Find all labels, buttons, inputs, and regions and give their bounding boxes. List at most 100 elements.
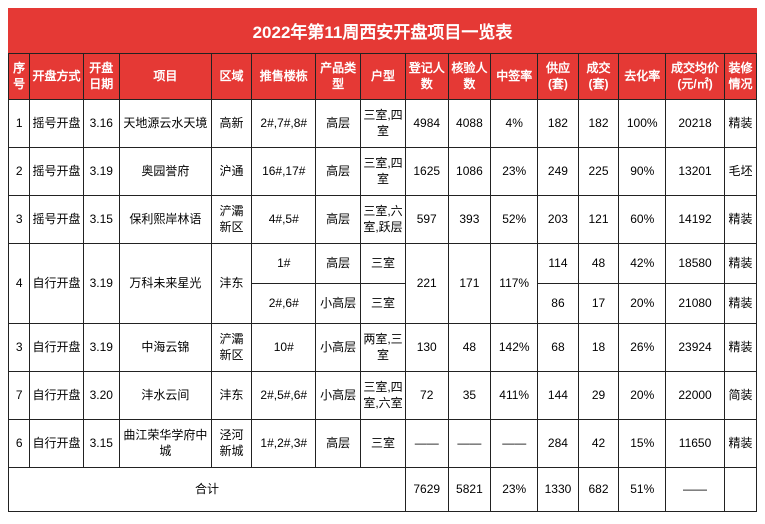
cell: 14192 [666,196,725,244]
cell: 2#,7#,8# [252,100,316,148]
cell: 225 [578,148,619,196]
cell: 4088 [448,100,491,148]
cell: 自行开盘 [30,244,83,324]
cell: 42 [578,420,619,468]
cell: 284 [538,420,579,468]
cell: 90% [619,148,666,196]
cell: 浐灞新区 [211,196,252,244]
cell: 三室 [361,420,406,468]
cell: 142% [491,324,538,372]
cell: 三室,四室 [361,100,406,148]
cell: 144 [538,372,579,420]
cell: 130 [405,324,448,372]
col-header: 推售楼栋 [252,54,316,100]
col-header: 中签率 [491,54,538,100]
cell: 60% [619,196,666,244]
cell: 奥园誉府 [119,148,211,196]
cell: 22000 [666,372,725,420]
cell: 682 [578,468,619,512]
cell: 171 [448,244,491,324]
cell: 51% [619,468,666,512]
col-header: 去化率 [619,54,666,100]
cell: 20% [619,284,666,324]
cell: 精装 [724,420,756,468]
cell: 摇号开盘 [30,100,83,148]
cell: —— [666,468,725,512]
cell: 20218 [666,100,725,148]
col-header: 户型 [361,54,406,100]
summary-row: 合计7629582123%133068251%—— [9,468,757,512]
cell: 高层 [316,196,361,244]
cell: 121 [578,196,619,244]
cell: 曲江荣华学府中城 [119,420,211,468]
col-header: 成交均价(元/㎡) [666,54,725,100]
table-row: 7自行开盘3.20沣水云间沣东2#,5#,6#小高层三室,四室,六室723541… [9,372,757,420]
col-header: 产品类型 [316,54,361,100]
cell: 三室,六室,跃层 [361,196,406,244]
table-row: 4自行开盘3.19万科未来星光沣东1#高层三室221171117%1144842… [9,244,757,284]
cell: 自行开盘 [30,420,83,468]
cell: —— [448,420,491,468]
cell: 18580 [666,244,725,284]
cell: 4 [9,244,30,324]
cell: 高层 [316,244,361,284]
table-row: 3自行开盘3.19中海云锦浐灞新区10#小高层两室,三室13048142%681… [9,324,757,372]
cell: 3.15 [83,420,119,468]
cell: 4% [491,100,538,148]
cell: 3.19 [83,324,119,372]
cell: 精装 [724,244,756,284]
cell: 221 [405,244,448,324]
cell: 三室 [361,244,406,284]
table-wrapper: 2022年第11周西安开盘项目一览表 序号开盘方式开盘日期项目区域推售楼栋产品类… [8,8,757,512]
cell: 6 [9,420,30,468]
cell: 天地源云水天境 [119,100,211,148]
cell: 18 [578,324,619,372]
col-header: 开盘日期 [83,54,119,100]
cell: 23% [491,468,538,512]
cell: 26% [619,324,666,372]
cell: 411% [491,372,538,420]
cell: 16#,17# [252,148,316,196]
cell: 2#,6# [252,284,316,324]
cell: 182 [538,100,579,148]
cell: 精装 [724,196,756,244]
cell: 249 [538,148,579,196]
cell: 1# [252,244,316,284]
cell: 中海云锦 [119,324,211,372]
table-row: 6自行开盘3.15曲江荣华学府中城泾河新城1#,2#,3#高层三室——————2… [9,420,757,468]
col-header: 序号 [9,54,30,100]
cell: 沣东 [211,372,252,420]
table-row: 2摇号开盘3.19奥园誉府沪通16#,17#高层三室,四室1625108623%… [9,148,757,196]
cell: 4#,5# [252,196,316,244]
cell: 20% [619,372,666,420]
cell: 3.15 [83,196,119,244]
cell: 5821 [448,468,491,512]
cell: 保利熙岸林语 [119,196,211,244]
cell: 摇号开盘 [30,196,83,244]
cell: 7629 [405,468,448,512]
cell: 2#,5#,6# [252,372,316,420]
cell: 182 [578,100,619,148]
cell: 17 [578,284,619,324]
cell: 3 [9,196,30,244]
cell: 114 [538,244,579,284]
col-header: 供应(套) [538,54,579,100]
cell: 自行开盘 [30,324,83,372]
cell: 100% [619,100,666,148]
cell: 3.19 [83,148,119,196]
cell: 万科未来星光 [119,244,211,324]
cell: 72 [405,372,448,420]
cell: 4984 [405,100,448,148]
cell: 3.20 [83,372,119,420]
cell: 52% [491,196,538,244]
cell: 42% [619,244,666,284]
table-row: 3摇号开盘3.15保利熙岸林语浐灞新区4#,5#高层三室,六室,跃层597393… [9,196,757,244]
cell: 1625 [405,148,448,196]
cell: 1086 [448,148,491,196]
table-header: 序号开盘方式开盘日期项目区域推售楼栋产品类型户型登记人数核验人数中签率供应(套)… [9,54,757,100]
cell: 21080 [666,284,725,324]
cell: 两室,三室 [361,324,406,372]
cell: 13201 [666,148,725,196]
cell: 沣东 [211,244,252,324]
cell: 2 [9,148,30,196]
